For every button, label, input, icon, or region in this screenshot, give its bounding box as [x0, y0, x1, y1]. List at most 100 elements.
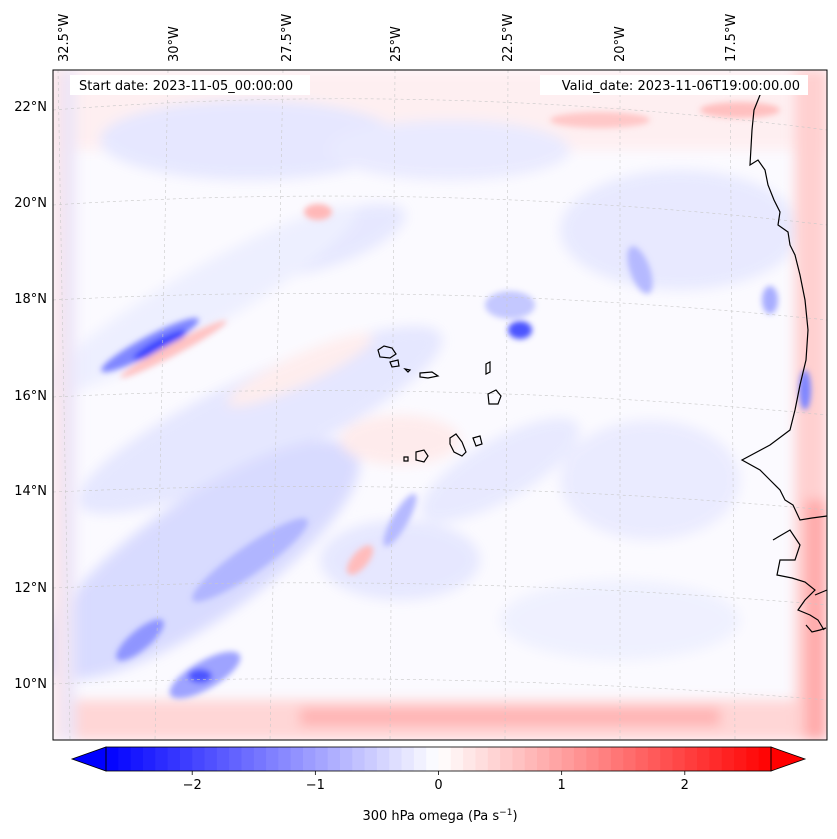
- colorbar-tick-label: −1: [306, 778, 325, 793]
- colorbar-segment: [586, 747, 600, 771]
- island-santiago: [449, 433, 467, 457]
- colorbar-segment: [229, 747, 243, 771]
- map-panel: Start date: 2023-11-05_00:00:00 Valid_da…: [52, 69, 828, 741]
- colorbar-label-text: 300 hPa omega (Pa s: [362, 809, 499, 824]
- lat-label: 12°N: [14, 581, 47, 596]
- colorbar-segments: [106, 747, 772, 771]
- island-maio: [472, 435, 483, 447]
- colorbar-tick-label: 2: [681, 778, 689, 793]
- colorbar-segment: [352, 747, 366, 771]
- colorbar-segment: [660, 747, 674, 771]
- lon-label: 27.5°W: [280, 14, 295, 62]
- colorbar-segment: [192, 747, 206, 771]
- colorbar-segment: [364, 747, 378, 771]
- colorbar-segment: [118, 747, 132, 771]
- island-sao-vicente: [389, 359, 400, 368]
- colorbar-segment: [339, 747, 353, 771]
- start-date-label: Start date: 2023-11-05_00:00:00: [79, 79, 293, 94]
- colorbar-segment: [623, 747, 637, 771]
- colorbar-segment: [130, 747, 144, 771]
- colorbar-label-close: ): [512, 809, 517, 824]
- island-sal: [485, 361, 491, 375]
- colorbar-segment: [561, 747, 575, 771]
- colorbar-segment: [758, 747, 772, 771]
- colorbar-segment: [376, 747, 390, 771]
- colorbar-segment: [635, 747, 649, 771]
- colorbar-segment: [537, 747, 550, 771]
- coastlines: [377, 84, 828, 633]
- colorbar-segment: [734, 747, 747, 771]
- colorbar-segment: [450, 747, 464, 771]
- colorbar-segment: [401, 747, 415, 771]
- colorbar-segment: [142, 747, 156, 771]
- colorbar-segment: [204, 747, 218, 771]
- colorbar-segment: [315, 747, 329, 771]
- lat-label: 20°N: [14, 196, 47, 211]
- lon-label: 30°W: [167, 26, 182, 62]
- colorbar-segment: [524, 747, 538, 771]
- colorbar-segment: [475, 747, 489, 771]
- colorbar-tick-label: 0: [434, 778, 442, 793]
- colorbar-segment: [500, 747, 513, 771]
- colorbar-segment: [549, 747, 563, 771]
- island-fogo: [415, 449, 429, 463]
- lon-label: 17.5°W: [724, 14, 739, 62]
- colorbar-segment: [746, 747, 760, 771]
- island-santa-luzia: [403, 368, 412, 373]
- colorbar-segment: [303, 747, 316, 771]
- lat-label: 16°N: [14, 389, 47, 404]
- gridlines: [53, 70, 827, 740]
- lat-label: 14°N: [14, 484, 47, 499]
- island-boa-vista: [487, 389, 502, 405]
- colorbar-segment: [106, 747, 119, 771]
- colorbar-segment: [721, 747, 735, 771]
- colorbar-segment: [647, 747, 661, 771]
- colorbar-segment: [672, 747, 686, 771]
- colorbar-segment: [487, 747, 501, 771]
- colorbar-tick-label: −2: [183, 778, 202, 793]
- island-brava: [403, 456, 409, 462]
- lon-labels: 32.5°W 30°W 27.5°W 25°W 22.5°W 20°W 17.5…: [57, 14, 739, 62]
- colorbar-segment: [610, 747, 624, 771]
- valid-date-label: Valid_date: 2023-11-06T19:00:00.00: [562, 79, 800, 94]
- colorbar-segment: [573, 747, 587, 771]
- lon-label: 20°W: [613, 26, 628, 62]
- colorbar-segment: [512, 747, 526, 771]
- info-box-valid: [540, 75, 808, 95]
- island-sao-nicolau: [419, 371, 440, 379]
- colorbar-label-exponent: −1: [499, 808, 512, 818]
- colorbar-segment: [598, 747, 612, 771]
- colorbar-segment: [709, 747, 723, 771]
- colorbar-label: 300 hPa omega (Pa s−1): [362, 808, 517, 824]
- colorbar-segment: [167, 747, 181, 771]
- colorbar-segment: [438, 747, 452, 771]
- map-frame: [52, 69, 828, 741]
- colorbar-min-extension: [70, 746, 107, 772]
- colorbar-segment: [290, 747, 304, 771]
- colorbar-segment: [413, 747, 427, 771]
- lon-label: 32.5°W: [57, 14, 72, 62]
- colorbar-max-extension: [770, 746, 807, 772]
- colorbar-segment: [266, 747, 279, 771]
- colorbar-segment: [253, 747, 267, 771]
- colorbar: −2 −1 0 1 2 300 hPa omega (Pa s−1): [70, 746, 807, 824]
- lat-label: 22°N: [14, 100, 47, 115]
- colorbar-segment: [684, 747, 698, 771]
- lon-label: 22.5°W: [501, 14, 516, 62]
- lon-label: 25°W: [389, 26, 404, 62]
- colorbar-segment: [278, 747, 292, 771]
- colorbar-segment: [697, 747, 711, 771]
- lat-label: 18°N: [14, 292, 47, 307]
- colorbar-segment: [241, 747, 255, 771]
- colorbar-segment: [155, 747, 169, 771]
- colorbar-tick-label: 1: [558, 778, 566, 793]
- island-santo-antao: [377, 345, 397, 359]
- info-box-start: [70, 75, 310, 95]
- colorbar-segment: [426, 747, 440, 771]
- colorbar-segment: [389, 747, 403, 771]
- lat-label: 10°N: [14, 677, 47, 692]
- colorbar-segment: [463, 747, 477, 771]
- colorbar-segment: [327, 747, 341, 771]
- colorbar-ticks: −2 −1 0 1 2: [183, 771, 689, 793]
